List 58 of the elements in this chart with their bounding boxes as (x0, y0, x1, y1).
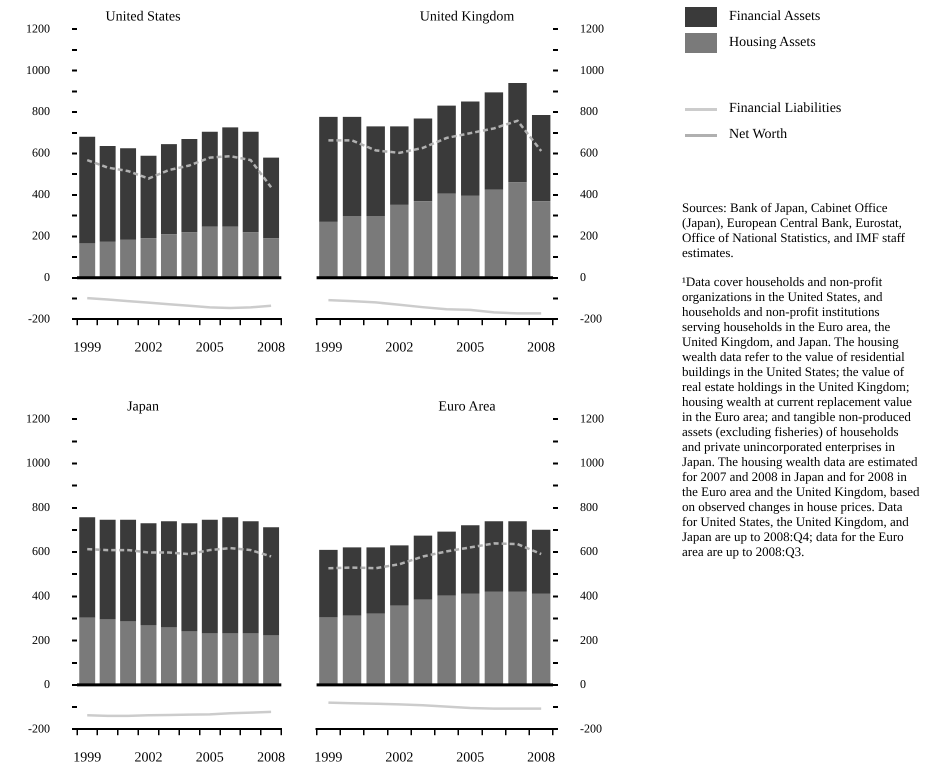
y-tick-label: 1000 (580, 62, 604, 77)
legend-label: Financial Assets (729, 9, 820, 25)
legend-label: Net Worth (729, 127, 788, 143)
x-tick-label: 2002 (385, 340, 414, 356)
y-tick-label: 600 (32, 146, 50, 160)
legend-label: Financial Liabilities (729, 101, 842, 117)
x-tick-label: 2005 (196, 750, 224, 766)
y-tick-label: 1200 (580, 21, 604, 36)
y-tick-label: 1000 (580, 456, 604, 470)
y-tick-label: -200 (28, 311, 50, 326)
y-tick-label: 600 (32, 544, 50, 558)
x-tick-label: 1999 (73, 750, 102, 766)
y-tick-label: 800 (32, 500, 50, 514)
y-tick-label: 1200 (26, 21, 50, 36)
y-tick-label: 400 (32, 187, 50, 202)
x-tick-label: 2005 (196, 340, 224, 356)
y-tick-label: -200 (580, 311, 602, 326)
y-tick-label: 600 (580, 544, 598, 558)
y-tick-label: 400 (580, 588, 598, 602)
y-tick-label: 0 (44, 270, 50, 284)
y-tick-label: -200 (580, 721, 602, 736)
y-tick-label: 800 (580, 500, 598, 514)
y-tick-label: 800 (580, 104, 598, 118)
y-tick-label: 200 (32, 228, 50, 242)
source-note: Sources: Bank of Japan, Cabinet Office (Japan), European Central Bank, Eurostat, Office of National Statistics, and IMF staff estimates. (682, 200, 906, 260)
y-tick-label: 0 (580, 270, 586, 284)
x-tick-label: 2008 (257, 340, 286, 356)
legend-label: Housing Assets (729, 35, 816, 51)
x-tick-label: 2008 (527, 750, 556, 766)
x-tick-label: 2005 (456, 340, 484, 356)
y-tick-label: 800 (32, 104, 50, 118)
y-tick-label: 1200 (580, 411, 604, 426)
y-tick-label: 0 (44, 677, 50, 692)
chart-title: Japan (127, 399, 159, 414)
chart-title: Euro Area (438, 399, 496, 414)
y-tick-label: 200 (580, 228, 598, 242)
y-tick-label: 1000 (26, 456, 50, 470)
y-tick-label: 400 (32, 588, 50, 602)
y-tick-label: 1000 (26, 62, 50, 77)
x-tick-label: 2008 (257, 750, 286, 766)
x-tick-label: 2002 (134, 750, 163, 766)
y-tick-label: 1200 (26, 411, 50, 426)
chart-title: United States (105, 9, 181, 24)
y-tick-label: 200 (32, 632, 50, 647)
x-tick-label: 1999 (314, 340, 342, 356)
x-tick-label: 2008 (527, 340, 556, 356)
x-tick-label: 1999 (314, 750, 342, 766)
x-tick-label: 2002 (385, 750, 414, 766)
y-tick-label: -200 (28, 721, 50, 736)
x-tick-label: 1999 (73, 340, 102, 356)
text: ¹Data cover households and non-profit organizations in the United States, and households and non-profit institutions serving households in the Euro area, the United Kingdom, and Japan. The housing wealth data refer to the value of residential buildings in the United States; the value of real estate holdings in the United Kingdom; housing wealth at current replacement value in the Euro area; and tangible non-produced assets (excluding fisheries) of households and private unincorporated enterprises in Japan. The housing wealth data are estimated for 2007 and 2008 in Japan and for 2008 in the Euro area and the United Kingdom, based on observed changes in house prices. Data for United States, the United Kingdom, and Japan are up to 2008:Q4; data for the Euro area are up to 2008:Q3. (682, 274, 920, 559)
y-tick-label: 200 (580, 632, 598, 647)
chart-title: United Kingdom (420, 9, 514, 24)
x-tick-label: 2002 (134, 340, 163, 356)
y-tick-label: 600 (580, 146, 598, 160)
y-tick-label: 400 (580, 187, 598, 202)
x-tick-label: 2005 (456, 750, 484, 766)
y-tick-label: 0 (580, 677, 586, 692)
